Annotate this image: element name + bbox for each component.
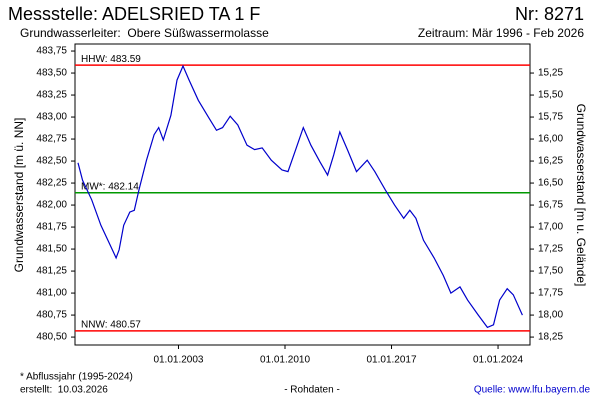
y-tick-label: 481,75 xyxy=(36,222,67,233)
y2-tick-label: 16,50 xyxy=(538,178,563,189)
chart-title: Messstelle: ADELSRIED TA 1 F xyxy=(8,4,260,24)
y-axis-label: Grundwasserstand [m ü. NN] xyxy=(12,118,26,273)
x-tick-label: 01.01.2024 xyxy=(473,355,523,366)
reference-label: MW*: 482.14 xyxy=(81,181,139,192)
y-tick-label: 481,00 xyxy=(36,288,67,299)
y2-tick-label: 17,75 xyxy=(538,288,563,299)
station-number: Nr: 8271 xyxy=(515,4,584,24)
y2-tick-label: 15,25 xyxy=(538,68,563,79)
y-tick-label: 481,25 xyxy=(36,266,67,277)
aquifer: Grundwasserleiter: Obere Süßwassermolass… xyxy=(20,26,269,40)
y-tick-label: 483,50 xyxy=(36,68,67,79)
created: erstellt: 10.03.2026 xyxy=(20,385,108,396)
y-tick-label: 482,50 xyxy=(36,156,67,167)
y-tick-label: 480,50 xyxy=(36,332,67,343)
y2-axis-label: Grundwasserstand [m u. Gelände] xyxy=(574,104,588,287)
x-tick-label: 01.01.2017 xyxy=(366,355,416,366)
data-note: - Rohdaten - xyxy=(284,385,340,396)
y-tick-label: 482,00 xyxy=(36,200,67,211)
x-tick-label: 01.01.2010 xyxy=(260,355,310,366)
y-tick-label: 483,00 xyxy=(36,112,67,123)
plot-frame xyxy=(74,43,531,346)
y2-tick-label: 17,00 xyxy=(538,222,563,233)
y2-tick-label: 16,75 xyxy=(538,200,563,211)
period: Zeitraum: Mär 1996 - Feb 2026 xyxy=(418,26,584,40)
reference-label: NNW: 480.57 xyxy=(81,320,141,331)
y-tick-label: 483,75 xyxy=(36,46,67,57)
y2-tick-label: 17,50 xyxy=(538,266,563,277)
y2-tick-label: 15,50 xyxy=(538,90,563,101)
y2-tick-label: 16,25 xyxy=(538,156,563,167)
y-tick-label: 482,75 xyxy=(36,134,67,145)
y-tick-label: 483,25 xyxy=(36,90,67,101)
x-tick-label: 01.01.2003 xyxy=(153,355,203,366)
water-level-line xyxy=(77,64,523,329)
y-tick-label: 481,50 xyxy=(36,244,67,255)
y-tick-label: 480,75 xyxy=(36,310,67,321)
y2-tick-label: 15,75 xyxy=(538,112,563,123)
y2-tick-label: 17,25 xyxy=(538,244,563,255)
y-tick-label: 482,25 xyxy=(36,178,67,189)
y2-tick-label: 18,25 xyxy=(538,332,563,343)
reference-label: HHW: 483.59 xyxy=(81,54,141,65)
source: Quelle: www.lfu.bayern.de xyxy=(474,385,591,396)
y2-tick-label: 16,00 xyxy=(538,134,563,145)
y2-tick-label: 18,00 xyxy=(538,310,563,321)
footnote: * Abflussjahr (1995-2024) xyxy=(20,372,133,383)
